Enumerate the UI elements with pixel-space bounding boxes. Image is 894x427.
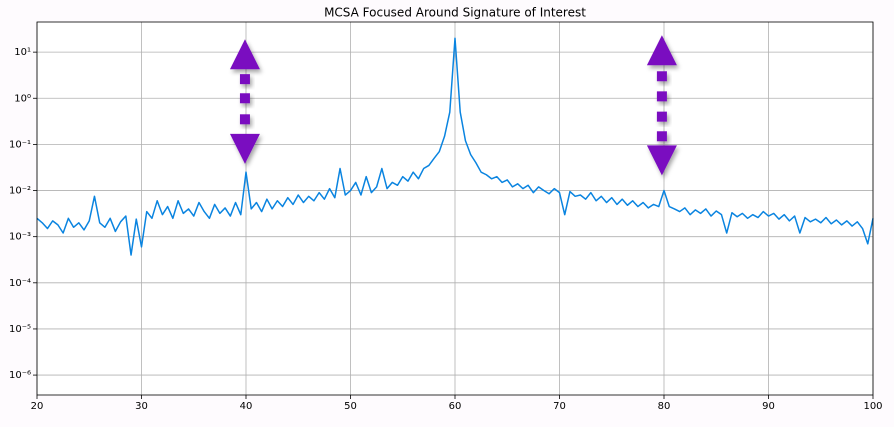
- x-tick-label: 90: [762, 401, 775, 412]
- x-tick-label: 40: [240, 401, 253, 412]
- x-tick-label: 70: [553, 401, 566, 412]
- y-tick-label: 10¹: [14, 47, 31, 58]
- y-tick-label: 10⁰: [14, 93, 31, 104]
- y-tick-label: 10⁻⁵: [9, 324, 31, 335]
- x-tick-label: 100: [863, 401, 882, 412]
- arrow-dot: [656, 111, 667, 122]
- chart-title: MCSA Focused Around Signature of Interes…: [324, 6, 586, 20]
- x-tick-label: 50: [344, 401, 357, 412]
- arrow-dot: [239, 93, 250, 104]
- y-tick-label: 10⁻¹: [9, 139, 31, 150]
- y-tick-label: 10⁻³: [9, 232, 31, 243]
- arrow-dot: [239, 74, 250, 85]
- x-tick-label: 20: [31, 401, 44, 412]
- x-tick-label: 60: [449, 401, 462, 412]
- y-tick-label: 10⁻⁶: [9, 370, 31, 381]
- arrow-up: [229, 39, 260, 70]
- arrow-dot: [656, 131, 667, 142]
- arrow-dot: [656, 71, 667, 82]
- y-tick-label: 10⁻⁴: [9, 278, 31, 289]
- arrow-down: [229, 133, 260, 164]
- y-tick-label: 10⁻²: [9, 186, 31, 197]
- arrow-up: [646, 35, 677, 66]
- x-tick-label: 30: [135, 401, 148, 412]
- plot-frame: [36, 21, 874, 396]
- x-tick-label: 80: [658, 401, 671, 412]
- arrow-dot: [239, 114, 250, 125]
- arrow-down: [646, 145, 677, 176]
- spectrum-line: [36, 37, 874, 256]
- arrow-dot: [656, 91, 667, 102]
